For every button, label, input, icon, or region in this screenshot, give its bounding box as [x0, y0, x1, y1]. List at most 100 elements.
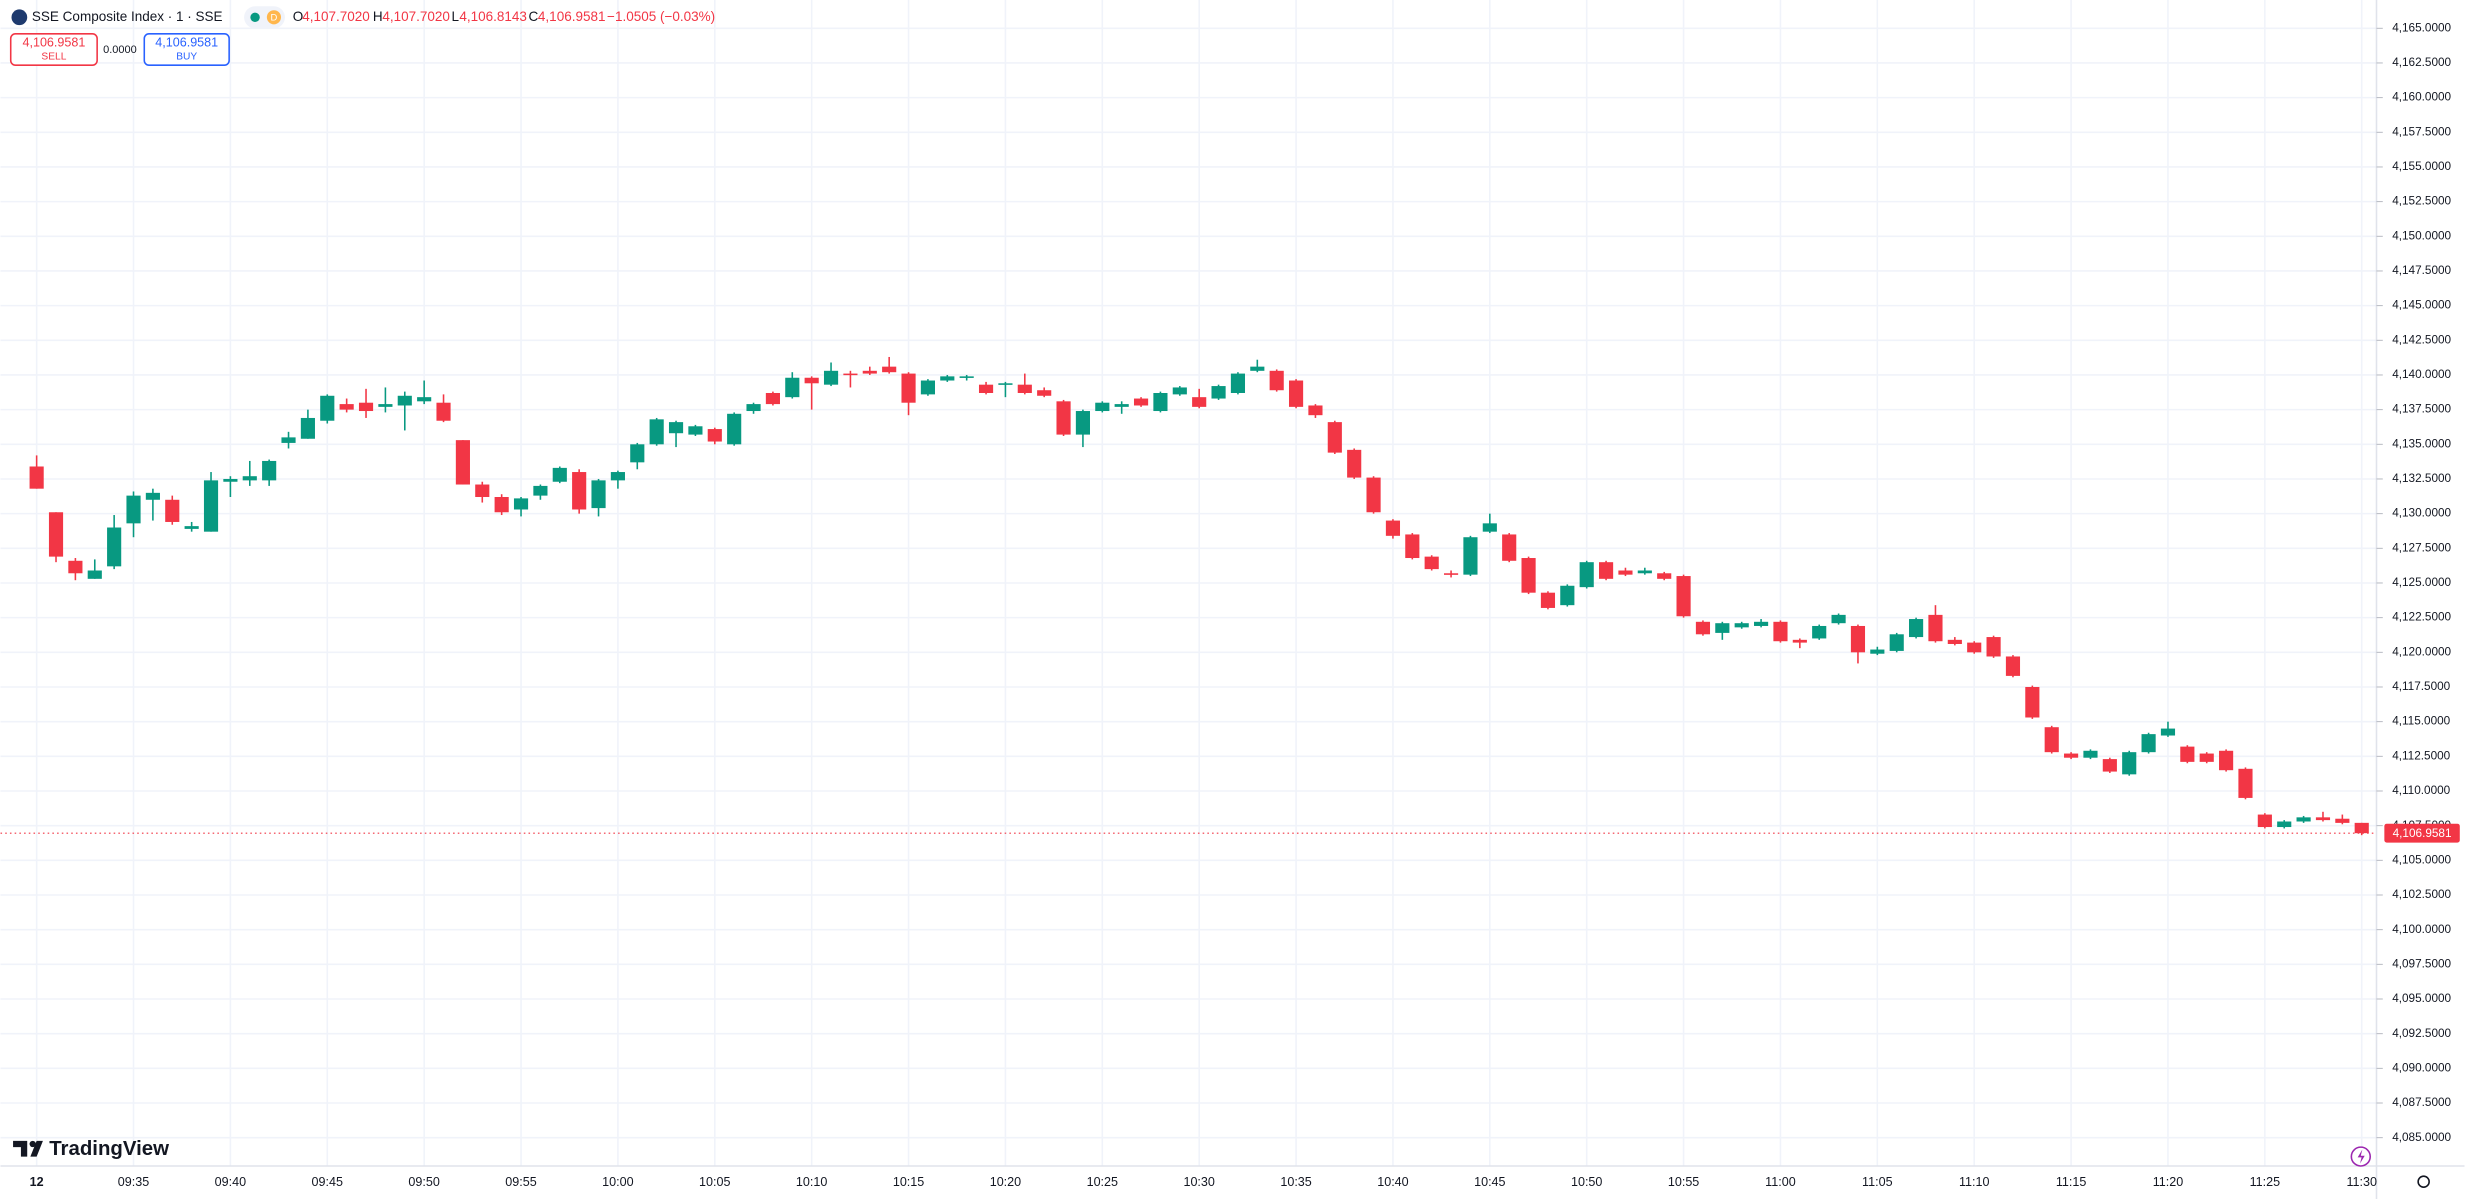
y-tick-label: 4,135.0000	[2392, 437, 2451, 450]
candle-body	[1599, 562, 1614, 579]
y-tick-label: 4,112.5000	[2392, 749, 2450, 762]
y-tick-label: 4,090.0000	[2392, 1061, 2451, 1074]
y-tick-label: 4,127.5000	[2392, 541, 2451, 554]
x-tick-label: 11:25	[2250, 1175, 2281, 1189]
y-tick-label: 4,125.0000	[2392, 576, 2451, 589]
y-tick-label: 4,097.5000	[2392, 957, 2451, 970]
candle-body	[436, 402, 451, 421]
x-tick-label: 10:35	[1280, 1175, 1311, 1189]
y-tick-label: 4,152.5000	[2392, 195, 2451, 208]
buy-button[interactable]	[143, 33, 230, 66]
ohlc-h-value: 4,107.7020	[382, 9, 450, 24]
symbol-logo	[11, 9, 28, 26]
spread: 0.0000	[103, 44, 137, 56]
ohlc-o-label: O	[293, 9, 304, 24]
candle-body	[1657, 573, 1672, 579]
candle-body	[1463, 537, 1478, 575]
candle-body	[1230, 373, 1246, 393]
x-tick-label: 09:40	[215, 1175, 246, 1189]
candle-body	[2044, 727, 2059, 753]
y-tick-label: 4,155.0000	[2392, 160, 2451, 173]
brand-name: TradingView	[49, 1138, 169, 1160]
candle-body	[2277, 821, 2292, 828]
candle-body	[262, 460, 277, 481]
candle-body	[2025, 686, 2040, 718]
y-tick-label: 4,147.5000	[2392, 264, 2451, 277]
sell-button[interactable]	[9, 33, 98, 66]
candle-body	[397, 395, 412, 406]
x-tick-label: 09:35	[118, 1175, 149, 1189]
x-tick-label: 10:05	[699, 1175, 730, 1189]
candle-body	[1947, 639, 1962, 644]
candle-body	[1734, 623, 1749, 628]
candle-body	[572, 472, 587, 510]
candle-body	[920, 380, 935, 395]
candle-body	[1095, 402, 1110, 412]
interval-badge: D	[271, 12, 278, 23]
candle-body	[1889, 634, 1904, 651]
brand-logo: TradingView	[13, 1138, 169, 1160]
candle-body	[2238, 768, 2253, 798]
y-tick-label: 4,162.5000	[2392, 56, 2451, 69]
candle-body	[765, 392, 780, 405]
candle-body	[1986, 637, 2001, 657]
candle-body	[2354, 822, 2369, 834]
x-tick-label: 09:55	[505, 1175, 536, 1189]
candle-body	[1327, 422, 1342, 453]
candle-body	[1579, 562, 1594, 588]
candle-body	[1153, 392, 1168, 412]
candle-body	[1037, 390, 1052, 396]
candle-body	[300, 417, 315, 439]
candle-body	[1017, 384, 1032, 393]
candle-body	[1521, 558, 1536, 593]
y-tick-label: 4,100.0000	[2392, 923, 2451, 936]
candle-body	[1269, 370, 1284, 391]
candle-body	[668, 422, 684, 434]
y-tick-label: 4,115.0000	[2392, 715, 2450, 728]
ohlc-h-label: H	[373, 9, 383, 24]
candle-body	[339, 404, 354, 410]
legend-header: SSE Composite Index · 1 · SSE D O 4,107.…	[11, 6, 715, 29]
ohlc-c-value: 4,106.9581	[538, 9, 606, 24]
candle-body	[1773, 621, 1788, 642]
y-tick-label: 4,122.5000	[2392, 611, 2451, 624]
candle-body	[223, 478, 238, 482]
y-tick-label: 4,120.0000	[2392, 645, 2451, 658]
candle-body	[1560, 585, 1575, 606]
market-status-dot	[250, 12, 260, 22]
lightning-icon	[2357, 1149, 2365, 1164]
candle-body	[2102, 759, 2117, 772]
x-tick-label: 09:45	[312, 1175, 343, 1189]
candle-body	[1540, 592, 1556, 608]
y-tick-label: 4,160.0000	[2392, 91, 2451, 104]
y-tick-label: 4,132.5000	[2392, 472, 2451, 485]
ohlc-l-label: L	[452, 9, 460, 24]
candle-body	[1812, 625, 1827, 639]
x-tick-label: 10:15	[893, 1175, 924, 1189]
ohlc-c-label: C	[529, 9, 539, 24]
y-tick-label: 4,130.0000	[2392, 507, 2451, 520]
x-tick-label: 09:50	[408, 1175, 439, 1189]
y-tick-label: 4,145.0000	[2392, 299, 2451, 312]
candle-body	[455, 440, 470, 485]
x-tick-label: 10:50	[1571, 1175, 1602, 1189]
candle-body	[513, 498, 529, 510]
x-tick-label: 10:00	[602, 1175, 633, 1189]
candle-body	[688, 426, 703, 435]
candle-body	[107, 527, 122, 567]
candle-body	[649, 419, 664, 445]
candle-body	[203, 480, 219, 532]
candle-body	[2122, 752, 2137, 775]
symbol-title[interactable]: SSE Composite Index · 1 · SSE	[32, 9, 223, 24]
buy-label: BUY	[176, 51, 197, 62]
candle-body	[320, 395, 335, 421]
candle-body	[552, 467, 567, 482]
candle-body	[2083, 750, 2098, 758]
candle-body	[746, 404, 761, 412]
candle-body	[2180, 746, 2195, 762]
candle-body	[1618, 570, 1633, 575]
settings-button[interactable]	[2417, 1175, 2430, 1188]
candle-body	[1385, 520, 1401, 536]
candle-body	[1637, 570, 1652, 574]
candle-body	[242, 476, 257, 481]
